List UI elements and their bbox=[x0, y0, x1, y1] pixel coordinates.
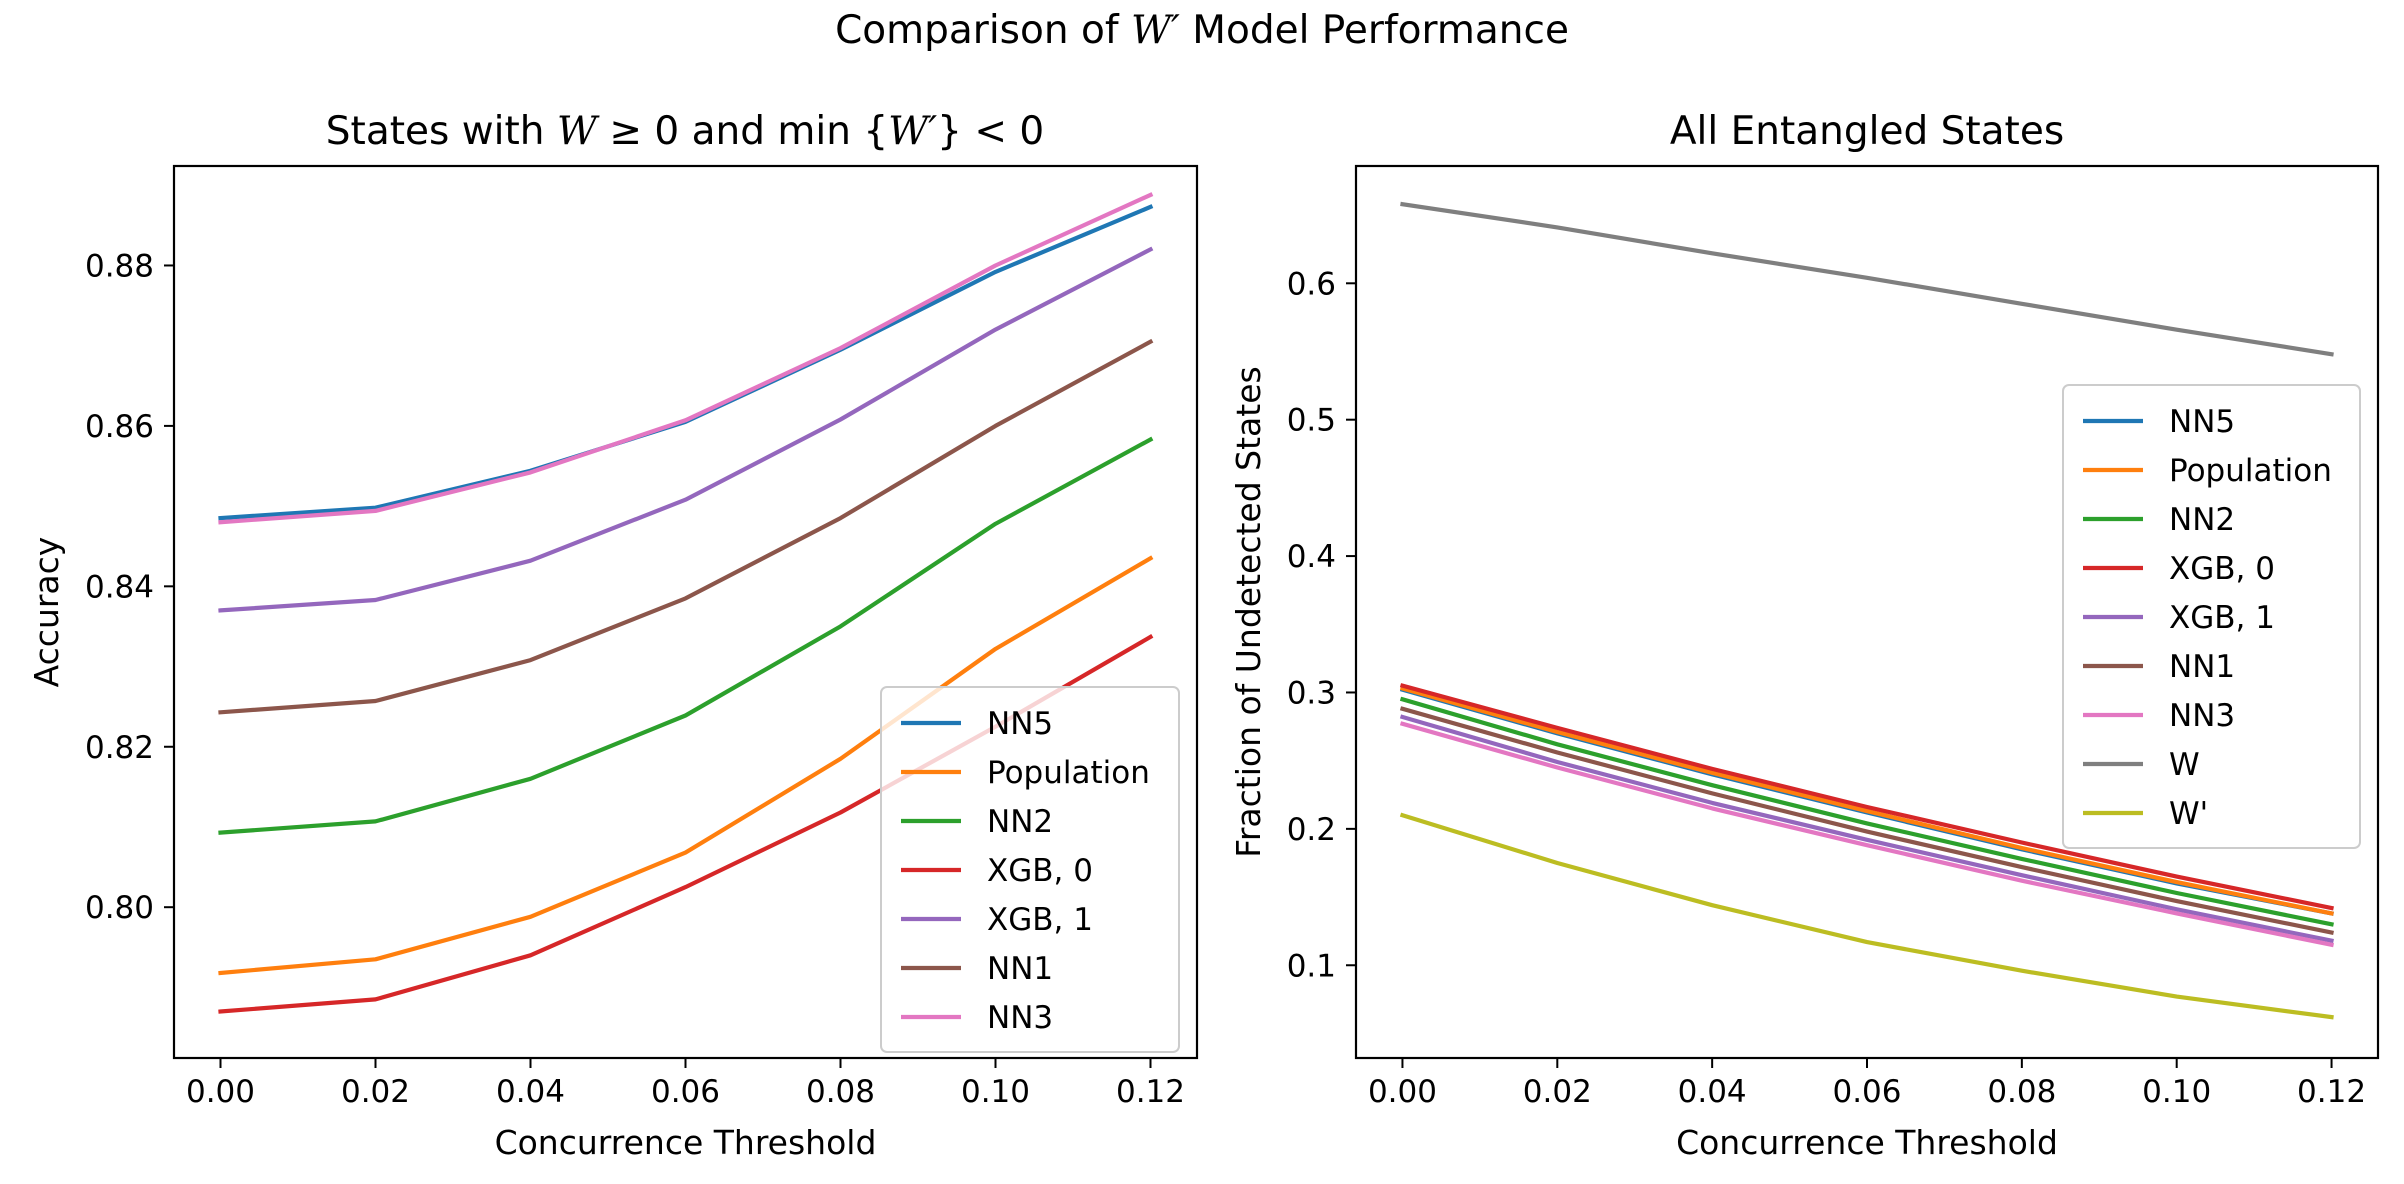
y-tick-label: 0.5 bbox=[1287, 403, 1336, 439]
x-tick-label: 0.10 bbox=[961, 1074, 1030, 1110]
suptitle-math: W′ bbox=[1131, 8, 1180, 53]
y-tick-label: 0.6 bbox=[1287, 266, 1336, 302]
legend-box bbox=[2062, 384, 2361, 849]
panel-title-part: W′ bbox=[888, 109, 937, 154]
legend-label-nn3: NN3 bbox=[2169, 698, 2235, 734]
y-tick-label: 0.4 bbox=[1287, 539, 1336, 575]
series-line-nn1 bbox=[218, 338, 1154, 715]
legend-label-nn2: NN2 bbox=[2169, 502, 2235, 538]
series-line-population bbox=[218, 555, 1154, 976]
legend-label-nn1: NN1 bbox=[987, 951, 1053, 987]
panel-title: States with W ≥ 0 and min {W′} < 0 bbox=[326, 109, 1044, 154]
panel-title-part: States with bbox=[326, 109, 557, 154]
x-tick-label: 0.08 bbox=[1987, 1074, 2056, 1110]
legend-label-nn5: NN5 bbox=[2169, 404, 2235, 440]
legend-label-xgb-0: XGB, 0 bbox=[2169, 551, 2275, 587]
legend-label-population: Population bbox=[987, 755, 1150, 791]
series-line-nn3 bbox=[1399, 721, 2334, 948]
legend-label-w-prime: W' bbox=[2169, 796, 2208, 832]
x-tick-label: 0.06 bbox=[1832, 1074, 1901, 1110]
suptitle-suffix: Model Performance bbox=[1180, 8, 1569, 53]
y-tick-label: 0.3 bbox=[1287, 675, 1336, 711]
series-line-population bbox=[1399, 685, 2334, 916]
series-lines bbox=[218, 192, 1154, 1014]
legend-box bbox=[880, 686, 1180, 1053]
y-axis-label: Accuracy bbox=[27, 537, 66, 688]
legend-label-nn3: NN3 bbox=[987, 1000, 1053, 1036]
legend-label-nn1: NN1 bbox=[2169, 649, 2235, 685]
x-axis-label: Concurrence Threshold bbox=[495, 1123, 877, 1162]
legend-label-nn5: NN5 bbox=[987, 706, 1053, 742]
legend-label-xgb-1: XGB, 1 bbox=[2169, 600, 2275, 636]
legend-label-xgb-1: XGB, 1 bbox=[987, 902, 1093, 938]
y-tick-label: 0.80 bbox=[85, 890, 154, 926]
legend-label-nn2: NN2 bbox=[987, 804, 1053, 840]
right-panel-undetected-fraction: All Entangled States 0.00 0.02 0.04 0.06 0.08… bbox=[1229, 109, 2380, 1162]
x-tick-label: 0.06 bbox=[651, 1074, 720, 1110]
series-line-nn2 bbox=[218, 436, 1154, 835]
y-axis-label: Fraction of Undetected States bbox=[1229, 366, 1268, 857]
legend-label-population: Population bbox=[2169, 453, 2332, 489]
series-line-xgb-1 bbox=[218, 246, 1154, 613]
x-axis-label: Concurrence Threshold bbox=[1676, 1123, 2058, 1162]
series-line-w-prime bbox=[1399, 812, 2334, 1020]
x-tick-label: 0.04 bbox=[496, 1074, 565, 1110]
x-tick-label: 0.10 bbox=[2142, 1074, 2211, 1110]
panel-title-part: All Entangled States bbox=[1670, 109, 2064, 154]
y-tick-label: 0.2 bbox=[1287, 812, 1336, 848]
x-tick-label: 0.12 bbox=[2297, 1074, 2366, 1110]
x-tick-label: 0.04 bbox=[1678, 1074, 1747, 1110]
legend-label-xgb-0: XGB, 0 bbox=[987, 853, 1093, 889]
series-line-nn2 bbox=[1399, 696, 2334, 927]
x-tick-label: 0.02 bbox=[341, 1074, 410, 1110]
x-tick-label: 0.00 bbox=[186, 1074, 255, 1110]
figure-suptitle: Comparison of W′ Model Performance bbox=[835, 8, 1569, 53]
x-tick-label: 0.12 bbox=[1116, 1074, 1185, 1110]
suptitle-prefix: Comparison of bbox=[835, 8, 1131, 53]
left-panel-accuracy: States with W ≥ 0 and min {W′} < 0 0.00 0.… bbox=[27, 109, 1199, 1162]
series-line-w bbox=[1400, 201, 2334, 357]
x-tick-label: 0.08 bbox=[806, 1074, 875, 1110]
series-line-nn1 bbox=[1399, 706, 2334, 935]
legend-label-w: W bbox=[2169, 747, 2200, 783]
series-line-xgb-1 bbox=[1399, 714, 2334, 944]
series-line-xgb-0 bbox=[1399, 683, 2334, 911]
y-tick-label: 0.86 bbox=[85, 409, 154, 445]
y-tick-label: 0.82 bbox=[85, 730, 154, 766]
y-tick-label: 0.1 bbox=[1287, 948, 1336, 984]
x-tick-label: 0.02 bbox=[1523, 1074, 1592, 1110]
panel-title-part: ≥ 0 and min { bbox=[597, 109, 888, 154]
panel-title-part: W bbox=[557, 109, 600, 154]
y-tick-label: 0.84 bbox=[85, 569, 154, 605]
legend: NN5 Population NN2 XGB, 0 XGB, 1 NN1 NN3 bbox=[880, 686, 1180, 1053]
series-line-nn3 bbox=[218, 192, 1154, 525]
panel-title-part: } < 0 bbox=[937, 109, 1044, 154]
x-tick-label: 0.00 bbox=[1368, 1074, 1437, 1110]
panel-title: All Entangled States bbox=[1670, 109, 2064, 154]
y-tick-label: 0.88 bbox=[85, 248, 154, 284]
legend: NN5 Population NN2 XGB, 0 XGB, 1 NN1 NN3 W W' bbox=[2062, 384, 2361, 849]
series-lines bbox=[1399, 201, 2334, 1020]
